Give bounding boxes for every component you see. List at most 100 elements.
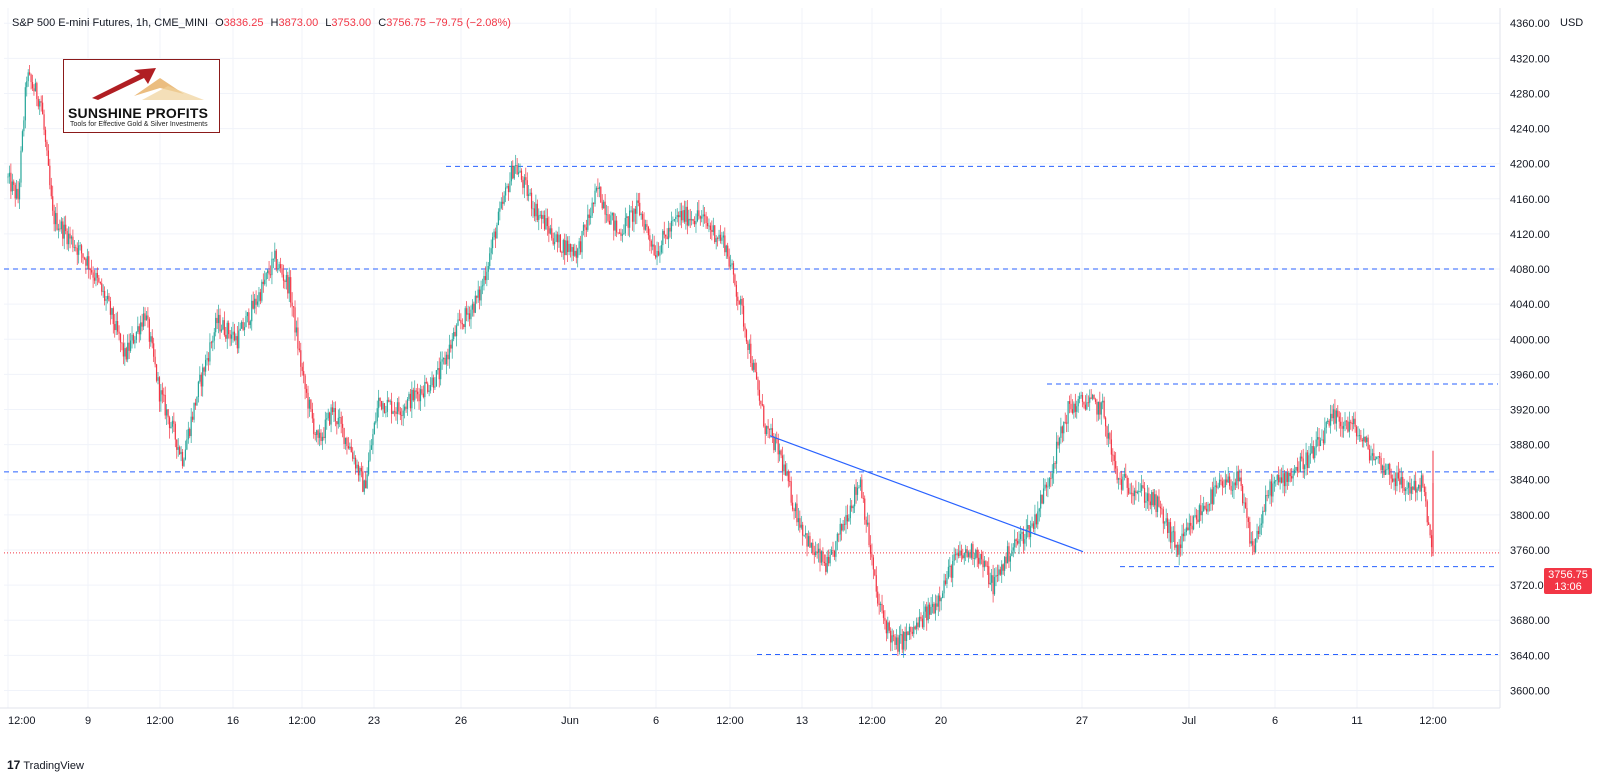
candle-body bbox=[1136, 491, 1138, 494]
candle-body bbox=[949, 565, 951, 567]
candle-body bbox=[75, 247, 77, 249]
candle-body bbox=[1093, 394, 1095, 400]
price-tick-label: 4240.00 bbox=[1510, 124, 1550, 136]
time-tick-label: Jul bbox=[1182, 715, 1196, 727]
candle-body bbox=[167, 409, 169, 418]
candle-body bbox=[502, 201, 504, 204]
candle-body bbox=[125, 348, 127, 360]
candle-body bbox=[569, 243, 572, 252]
candle-body bbox=[1267, 495, 1270, 497]
candle-body bbox=[372, 434, 374, 446]
candle-body bbox=[1006, 546, 1009, 564]
candle-body bbox=[737, 296, 739, 302]
candle-body bbox=[691, 219, 693, 221]
candle-body bbox=[1158, 496, 1160, 507]
tradingview-footer: 17 TradingView bbox=[7, 758, 84, 772]
candle-body bbox=[249, 321, 251, 326]
candle-body bbox=[399, 411, 401, 416]
candle-body bbox=[192, 416, 194, 420]
candle-body bbox=[1167, 518, 1169, 534]
candle-body bbox=[568, 243, 570, 253]
close-label: C bbox=[378, 17, 387, 29]
candle-body bbox=[66, 231, 68, 245]
candle-body bbox=[731, 263, 733, 265]
candle-body bbox=[587, 214, 589, 230]
candle-body bbox=[920, 616, 922, 619]
candle-body bbox=[356, 464, 358, 469]
candle-body bbox=[740, 298, 742, 305]
candle-body bbox=[579, 241, 582, 253]
logo-tagline: Tools for Effective Gold & Silver Invest… bbox=[70, 121, 208, 128]
candle-body bbox=[562, 240, 564, 253]
candle-body bbox=[30, 74, 32, 83]
time-tick-label: 12:00 bbox=[8, 715, 36, 727]
candle-body bbox=[1283, 473, 1286, 487]
candle-body bbox=[946, 577, 948, 584]
candle-body bbox=[70, 236, 73, 239]
candle-body bbox=[1266, 495, 1268, 496]
candle-body bbox=[1417, 484, 1420, 489]
candle-body bbox=[884, 617, 886, 621]
candle-body bbox=[680, 210, 683, 221]
price-tick-label: 3840.00 bbox=[1510, 475, 1550, 487]
candle-body bbox=[1077, 398, 1079, 407]
candle-body bbox=[1289, 472, 1291, 477]
candle-body bbox=[275, 250, 277, 270]
candle-body bbox=[1324, 427, 1326, 444]
candle-body bbox=[282, 274, 285, 281]
candle-body bbox=[1361, 439, 1363, 442]
candle-body bbox=[171, 420, 174, 427]
candle-body bbox=[1272, 483, 1274, 497]
candle-body bbox=[166, 409, 168, 416]
candle-body bbox=[484, 276, 487, 281]
candle-body bbox=[454, 331, 456, 337]
candle-body bbox=[1317, 437, 1319, 440]
candle-body bbox=[910, 626, 912, 632]
candle-body bbox=[320, 432, 322, 442]
candle-body bbox=[288, 277, 290, 294]
candle-body bbox=[513, 166, 515, 179]
candle-body bbox=[256, 301, 259, 305]
candle-body bbox=[199, 374, 201, 382]
candle-body bbox=[1015, 539, 1017, 542]
symbol-name: S&P 500 E-mini Futures, 1h, CME_MINI bbox=[12, 17, 209, 29]
candle-body bbox=[365, 480, 367, 489]
candle-body bbox=[810, 542, 812, 548]
candle-body bbox=[46, 141, 48, 151]
candle-body bbox=[1428, 522, 1430, 525]
candle-body bbox=[1426, 501, 1428, 523]
candle-body bbox=[1319, 440, 1322, 447]
candle-body bbox=[118, 331, 120, 334]
candle-body bbox=[1237, 471, 1239, 482]
candle-body bbox=[709, 225, 712, 230]
candle-body bbox=[98, 277, 100, 282]
change-value: −79.75 (−2.08%) bbox=[429, 17, 511, 29]
candle-body bbox=[688, 218, 690, 226]
candle-body bbox=[509, 181, 511, 193]
candle-body bbox=[252, 300, 254, 309]
candle-body bbox=[995, 575, 997, 578]
candle-body bbox=[1042, 488, 1045, 504]
candle-body bbox=[425, 381, 427, 384]
candle-body bbox=[825, 563, 827, 572]
candle-body bbox=[978, 557, 980, 564]
candle-body bbox=[852, 506, 854, 509]
candle-body bbox=[1420, 475, 1423, 492]
candle-body bbox=[18, 182, 21, 200]
candle-body bbox=[1182, 533, 1185, 537]
candle-body bbox=[704, 214, 706, 217]
candle-body bbox=[535, 203, 537, 217]
open-label: O bbox=[215, 17, 224, 29]
candle-body bbox=[597, 187, 599, 190]
candle-body bbox=[464, 308, 466, 328]
symbol-legend: S&P 500 E-mini Futures, 1h, CME_MINI O38… bbox=[12, 17, 511, 29]
candle-body bbox=[516, 165, 518, 175]
candle-body bbox=[1200, 505, 1202, 516]
candle-body bbox=[440, 361, 442, 380]
candle-body bbox=[1397, 472, 1399, 479]
candle-body bbox=[647, 226, 649, 236]
candle-body bbox=[47, 150, 49, 166]
tradingview-logo-icon: 17 bbox=[7, 758, 21, 772]
candle-body bbox=[337, 417, 339, 425]
